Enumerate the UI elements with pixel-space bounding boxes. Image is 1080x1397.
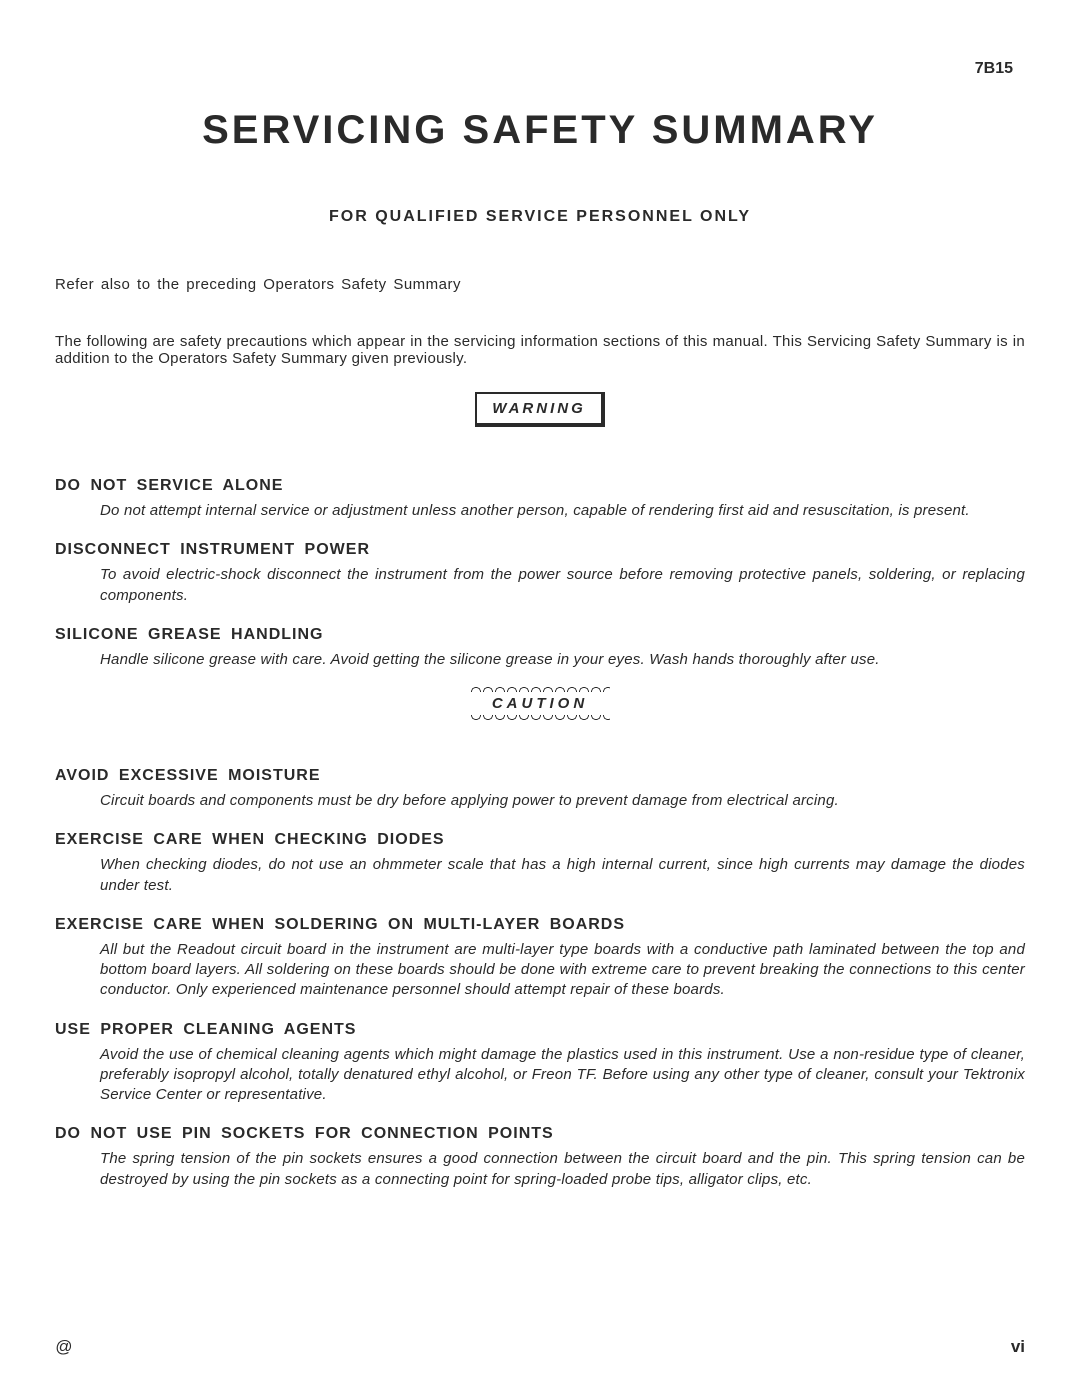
section-body: To avoid electric-shock disconnect the i… (55, 565, 1025, 606)
warning-section: SILICONE GREASE HANDLING Handle silicone… (55, 626, 1025, 670)
caution-section: DO NOT USE PIN SOCKETS FOR CONNECTION PO… (55, 1125, 1025, 1190)
section-heading: DO NOT USE PIN SOCKETS FOR CONNECTION PO… (55, 1125, 1025, 1143)
section-heading: DISCONNECT INSTRUMENT POWER (55, 541, 1025, 559)
page-number: vi (1011, 1337, 1025, 1357)
warning-section: DISCONNECT INSTRUMENT POWER To avoid ele… (55, 541, 1025, 606)
section-body: Do not attempt internal service or adjus… (55, 501, 1025, 521)
document-code: 7B15 (55, 60, 1025, 78)
section-body: When checking diodes, do not use an ohmm… (55, 855, 1025, 896)
warning-label-box: WARNING (475, 392, 605, 427)
intro-paragraph: The following are safety precautions whi… (55, 333, 1025, 367)
caution-section: EXERCISE CARE WHEN SOLDERING ON MULTI-LA… (55, 916, 1025, 1001)
section-heading: EXERCISE CARE WHEN SOLDERING ON MULTI-LA… (55, 916, 1025, 934)
section-heading: AVOID EXCESSIVE MOISTURE (55, 767, 1025, 785)
section-body: The spring tension of the pin sockets en… (55, 1149, 1025, 1190)
section-body: All but the Readout circuit board in the… (55, 940, 1025, 1001)
intro-reference: Refer also to the preceding Operators Sa… (55, 276, 1025, 293)
section-heading: DO NOT SERVICE ALONE (55, 477, 1025, 495)
caution-label-box: CAUTION (470, 690, 610, 717)
page-footer: @ vi (55, 1337, 1025, 1357)
page-subtitle: FOR QUALIFIED SERVICE PERSONNEL ONLY (55, 208, 1025, 226)
footer-symbol: @ (55, 1337, 72, 1357)
page-title: SERVICING SAFETY SUMMARY (55, 108, 1025, 153)
section-body: Avoid the use of chemical cleaning agent… (55, 1045, 1025, 1106)
caution-section: EXERCISE CARE WHEN CHECKING DIODES When … (55, 831, 1025, 896)
section-body: Handle silicone grease with care. Avoid … (55, 650, 1025, 670)
section-body: Circuit boards and components must be dr… (55, 791, 1025, 811)
caution-section: USE PROPER CLEANING AGENTS Avoid the use… (55, 1021, 1025, 1106)
caution-section: AVOID EXCESSIVE MOISTURE Circuit boards … (55, 767, 1025, 811)
warning-section: DO NOT SERVICE ALONE Do not attempt inte… (55, 477, 1025, 521)
section-heading: SILICONE GREASE HANDLING (55, 626, 1025, 644)
section-heading: USE PROPER CLEANING AGENTS (55, 1021, 1025, 1039)
section-heading: EXERCISE CARE WHEN CHECKING DIODES (55, 831, 1025, 849)
